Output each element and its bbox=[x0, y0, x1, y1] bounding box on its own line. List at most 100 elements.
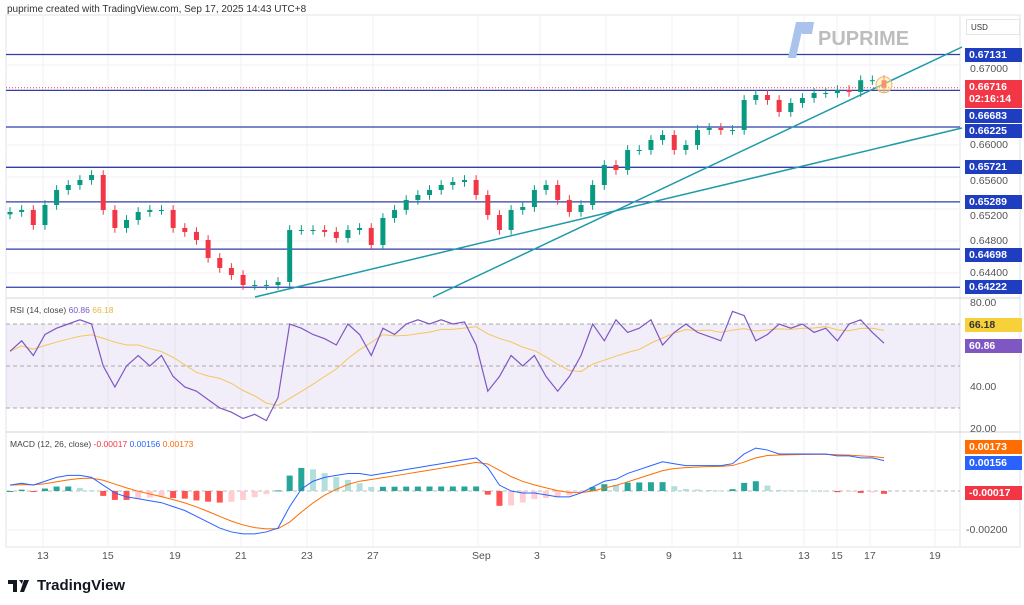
x-tick-label: 15 bbox=[102, 550, 114, 562]
candle-body bbox=[683, 145, 689, 150]
currency-label[interactable]: USD bbox=[966, 19, 1020, 35]
x-tick-label: Sep bbox=[472, 550, 491, 562]
price-tick-label: 0.65200 bbox=[970, 209, 1008, 222]
candle-body bbox=[566, 199, 572, 212]
macd-histogram-bar bbox=[30, 491, 37, 492]
rsi-title: RSI (14, close) bbox=[10, 305, 67, 315]
puprime-watermark: PUPRIME bbox=[780, 20, 909, 58]
macd-hist-label: -0.00017 bbox=[965, 486, 1022, 500]
candle-body bbox=[753, 95, 759, 100]
macd-histogram-bar bbox=[18, 489, 25, 491]
candle-body bbox=[54, 189, 60, 205]
candle-body bbox=[671, 135, 677, 150]
chart-frame bbox=[5, 14, 1021, 548]
macd-histogram-bar bbox=[7, 491, 13, 492]
level-price-label: 0.64698 bbox=[965, 248, 1022, 262]
candle-body bbox=[799, 97, 805, 103]
candle-body bbox=[613, 165, 619, 170]
macd-histogram-bar bbox=[100, 491, 107, 496]
macd-histogram-bar bbox=[275, 490, 282, 492]
rsi-tick-label: 40.00 bbox=[970, 381, 997, 393]
macd-histogram-bar bbox=[776, 489, 783, 491]
macd-histogram-bar bbox=[333, 477, 340, 491]
macd-histogram-bar bbox=[251, 491, 258, 498]
macd-histogram-bar bbox=[438, 486, 445, 491]
rsi-ma-value: 66.18 bbox=[92, 305, 114, 315]
macd-line-value: 0.00156 bbox=[129, 439, 161, 449]
macd-signal-value: 0.00173 bbox=[162, 439, 194, 449]
macd-histogram-bar bbox=[298, 467, 305, 491]
macd-histogram-bar bbox=[65, 486, 72, 491]
macd-histogram-bar bbox=[578, 491, 585, 492]
macd-histogram-bar bbox=[799, 490, 806, 492]
candle-body bbox=[730, 129, 736, 131]
candle-body bbox=[788, 103, 794, 112]
candle-body bbox=[764, 95, 770, 100]
macd-histogram-bar bbox=[53, 486, 60, 491]
macd-histogram-bar bbox=[811, 490, 818, 492]
rsi-line bbox=[9, 310, 885, 422]
macd-hist-value: -0.00017 bbox=[93, 439, 128, 449]
candle-body bbox=[741, 99, 747, 130]
macd-histogram-bar bbox=[846, 491, 853, 492]
candle-body bbox=[19, 209, 25, 212]
macd-histogram-bar bbox=[426, 486, 433, 491]
macd-histogram-bar bbox=[752, 481, 759, 491]
macd-tick-label: -0.00200 bbox=[966, 524, 1008, 536]
candle-body bbox=[100, 175, 106, 210]
macd-histogram-bar bbox=[531, 491, 538, 500]
macd-histogram-bar bbox=[356, 483, 363, 491]
macd-histogram-bar bbox=[41, 488, 48, 491]
brand-name: PUPRIME bbox=[818, 27, 910, 50]
x-tick-label: 27 bbox=[367, 550, 379, 562]
candle-body bbox=[869, 80, 875, 82]
macd-histogram-bar bbox=[286, 475, 293, 491]
candle-body bbox=[7, 211, 13, 215]
candle-body bbox=[590, 185, 596, 205]
macd-title: MACD (12, 26, close) bbox=[10, 439, 92, 449]
macd-histogram-bar bbox=[181, 491, 188, 499]
macd-histogram-bar bbox=[508, 491, 515, 506]
macd-histogram-bar bbox=[787, 490, 794, 492]
x-tick-label: 21 bbox=[235, 550, 247, 562]
highlight-circle bbox=[875, 76, 893, 94]
candle-body bbox=[205, 239, 211, 258]
candle-body bbox=[636, 149, 642, 151]
candle-body bbox=[543, 185, 549, 190]
macd-histogram-bar bbox=[869, 491, 876, 493]
candle-body bbox=[263, 285, 269, 286]
candle-body bbox=[496, 215, 502, 230]
macd-histogram-bar bbox=[473, 486, 480, 491]
candle-body bbox=[77, 179, 83, 185]
level-price-label: 0.65721 bbox=[965, 160, 1022, 175]
candle-body bbox=[65, 185, 71, 190]
candle-body bbox=[438, 185, 444, 190]
macd-histogram-bar bbox=[857, 491, 864, 493]
macd-histogram-bar bbox=[682, 488, 689, 491]
macd-signal-line bbox=[9, 453, 885, 530]
candle-body bbox=[193, 231, 199, 240]
x-tick-label: 11 bbox=[732, 550, 743, 562]
tradingview-wordmark: TradingView bbox=[37, 577, 126, 594]
macd-line bbox=[9, 447, 885, 535]
x-tick-label: 3 bbox=[534, 550, 540, 562]
macd-histogram-bar bbox=[566, 491, 573, 496]
candle-body bbox=[147, 209, 153, 212]
x-tick-label: 13 bbox=[798, 550, 810, 562]
puprime-logo-icon bbox=[788, 22, 814, 58]
candle-body bbox=[275, 281, 281, 285]
price-tick-label: 0.65600 bbox=[970, 175, 1008, 188]
macd-histogram-bar bbox=[612, 484, 619, 491]
macd-histogram-bar bbox=[647, 482, 654, 491]
candle-body bbox=[310, 229, 316, 231]
candle-body bbox=[485, 195, 491, 215]
level-price-label: 0.65289 bbox=[965, 194, 1022, 209]
macd-histogram-bar bbox=[694, 489, 701, 491]
price-tick-label: 0.64800 bbox=[970, 235, 1008, 247]
price-tick-label: 0.64400 bbox=[970, 267, 1008, 279]
x-tick-label: 17 bbox=[864, 550, 876, 562]
candle-body bbox=[322, 229, 328, 232]
candle-body bbox=[648, 139, 654, 150]
candle-body bbox=[625, 149, 631, 170]
